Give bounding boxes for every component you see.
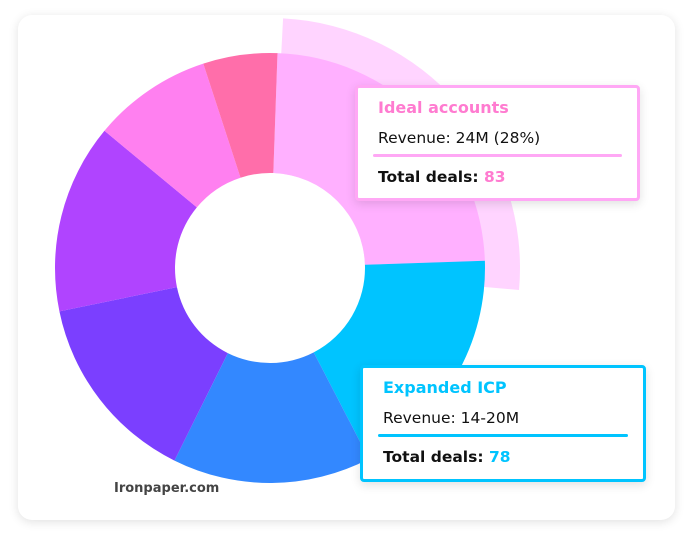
tooltip-revenue: Revenue: 24M (28%) bbox=[378, 129, 541, 147]
donut-segment-3[interactable] bbox=[59, 287, 228, 461]
tooltip-expanded-icp: Expanded ICP Revenue: 14-20M Total deals… bbox=[360, 365, 646, 482]
donut-segment-5[interactable] bbox=[104, 63, 241, 208]
deals-value: 83 bbox=[483, 168, 506, 186]
tooltip-deals: Total deals: 78 bbox=[383, 448, 511, 466]
donut-segment-6[interactable] bbox=[203, 53, 278, 178]
tooltip-revenue: Revenue: 14-20M bbox=[383, 409, 520, 427]
tooltip-title: Expanded ICP bbox=[383, 378, 507, 397]
tooltip-deals: Total deals: 83 bbox=[378, 168, 506, 186]
tooltip-divider bbox=[373, 154, 622, 157]
deals-value: 78 bbox=[488, 448, 511, 466]
donut-segment-2[interactable] bbox=[174, 352, 369, 483]
donut-segment-4[interactable] bbox=[55, 130, 197, 312]
tooltip-title: Ideal accounts bbox=[378, 98, 509, 117]
deals-label: Total deals: bbox=[378, 168, 479, 186]
donut-segment-1[interactable] bbox=[313, 260, 485, 459]
tooltip-ideal-accounts: Ideal accounts Revenue: 24M (28%) Total … bbox=[355, 85, 640, 201]
tooltip-divider bbox=[378, 434, 628, 437]
deals-label: Total deals: bbox=[383, 448, 484, 466]
watermark: Ironpaper.com bbox=[114, 481, 220, 496]
